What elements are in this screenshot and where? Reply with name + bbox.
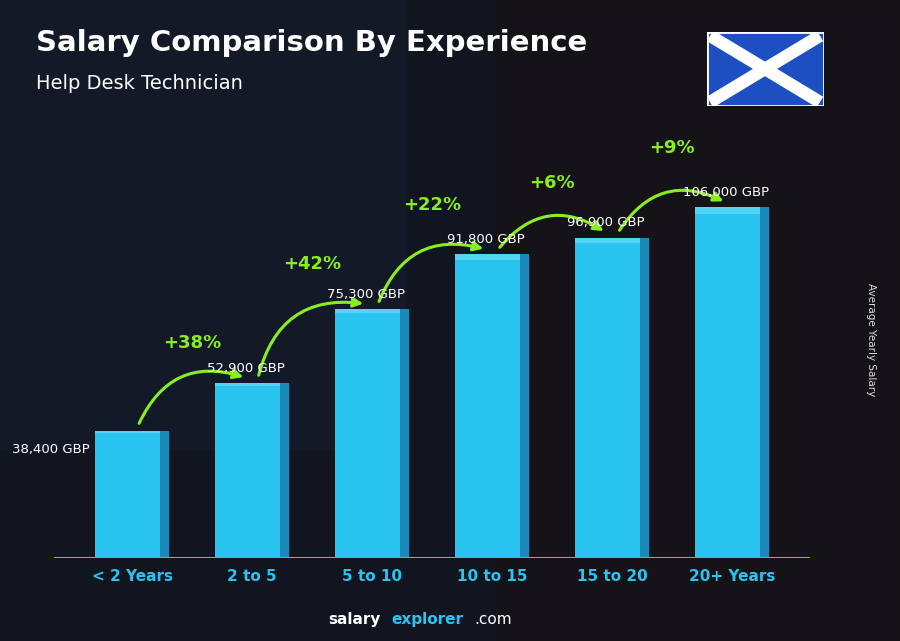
Bar: [335, 309, 400, 313]
Text: 91,800 GBP: 91,800 GBP: [447, 233, 525, 246]
Bar: [94, 431, 159, 558]
Bar: [280, 383, 289, 558]
FancyBboxPatch shape: [706, 32, 824, 106]
Text: +9%: +9%: [649, 139, 695, 157]
Bar: [159, 431, 169, 558]
Text: explorer: explorer: [392, 612, 464, 627]
Text: +38%: +38%: [163, 334, 221, 353]
Text: .com: .com: [474, 612, 512, 627]
Text: +6%: +6%: [529, 174, 575, 192]
Text: 106,000 GBP: 106,000 GBP: [683, 187, 770, 199]
Bar: [454, 254, 519, 260]
Bar: [335, 309, 400, 558]
Text: +42%: +42%: [283, 255, 341, 273]
Bar: [519, 254, 529, 558]
Bar: [760, 208, 770, 558]
Bar: [215, 383, 280, 558]
Text: Salary Comparison By Experience: Salary Comparison By Experience: [36, 29, 587, 57]
Text: Help Desk Technician: Help Desk Technician: [36, 74, 243, 93]
Text: salary: salary: [328, 612, 381, 627]
Bar: [695, 208, 760, 558]
Bar: [94, 431, 159, 433]
Text: 38,400 GBP: 38,400 GBP: [13, 444, 90, 456]
Bar: [215, 383, 280, 386]
Bar: [454, 254, 519, 558]
Bar: [495, 0, 900, 641]
Text: 96,900 GBP: 96,900 GBP: [567, 216, 644, 229]
Text: +22%: +22%: [403, 196, 461, 214]
Bar: [695, 208, 760, 214]
Bar: [400, 309, 410, 558]
Bar: [575, 238, 640, 244]
Bar: [0, 0, 405, 449]
Bar: [640, 238, 649, 558]
Bar: [575, 238, 640, 558]
Text: 52,900 GBP: 52,900 GBP: [207, 362, 285, 374]
Text: 75,300 GBP: 75,300 GBP: [327, 288, 405, 301]
Text: Average Yearly Salary: Average Yearly Salary: [866, 283, 877, 396]
